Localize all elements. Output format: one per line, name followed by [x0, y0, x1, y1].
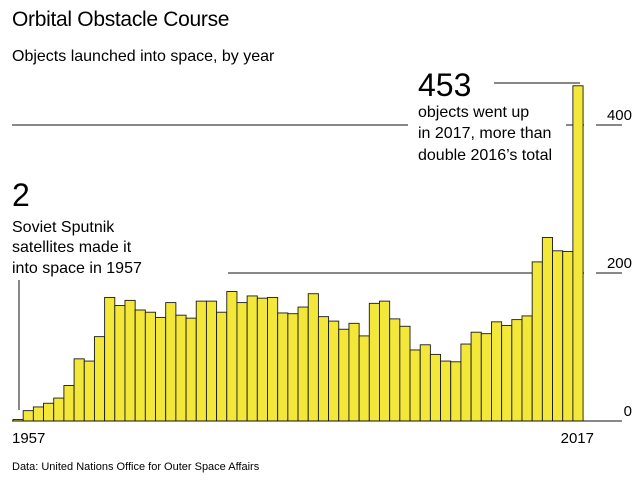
bar-2010 — [501, 325, 513, 422]
bar-1969 — [83, 360, 95, 422]
annotation-2017-line-2: in 2017, more than — [418, 125, 551, 142]
y-tick-label-200: 200 — [607, 255, 632, 272]
bar-1968 — [73, 358, 85, 422]
annotation-1957-line-2: satellites made it — [12, 239, 132, 256]
bar-1998 — [379, 300, 391, 422]
bar-2008 — [480, 333, 492, 422]
bar-1971 — [104, 296, 116, 422]
annotation-2017-line-3: double 2016’s total — [418, 147, 552, 164]
y-tick-label-400: 400 — [607, 107, 632, 124]
bar-1985 — [246, 295, 258, 422]
annotation-2017-line-1: objects went up — [418, 104, 529, 121]
bar-1988 — [277, 312, 289, 422]
bar-1976 — [155, 316, 167, 422]
x-tick-label-start: 1957 — [12, 430, 45, 447]
bar-1963 — [22, 410, 34, 422]
bar-1994 — [338, 328, 350, 422]
bar-2004 — [440, 360, 452, 422]
bar-1966 — [53, 397, 65, 422]
y-tick-labels: 0 200 400 — [607, 107, 632, 420]
bar-2016 — [562, 251, 574, 422]
annotation-1957-value: 2 — [12, 177, 30, 213]
y-tick-label-0: 0 — [624, 403, 632, 420]
bar-2002 — [419, 344, 431, 422]
bar-1974 — [134, 309, 146, 422]
bar-1964 — [32, 406, 44, 422]
bar-1991 — [307, 293, 319, 422]
bar-1981 — [205, 300, 218, 422]
bar-2012 — [521, 315, 533, 422]
bar-1996 — [358, 335, 370, 422]
gridlines — [12, 124, 622, 274]
chart-subtitle: Objects launched into space, by year — [12, 48, 275, 65]
bar-1982 — [216, 311, 228, 422]
bar-2007 — [470, 331, 482, 422]
bar-1999 — [389, 318, 401, 422]
bar-1987 — [267, 296, 279, 422]
bar-1997 — [368, 302, 380, 422]
bar-1972 — [114, 305, 126, 422]
bar-2005 — [450, 361, 462, 422]
bar-1995 — [348, 322, 360, 422]
bar-1978 — [175, 314, 187, 422]
bar-1967 — [63, 385, 75, 422]
bar-1983 — [226, 291, 238, 422]
bar-2006 — [460, 343, 472, 422]
bar-1979 — [185, 317, 197, 422]
bar-2003 — [429, 353, 442, 422]
bar-1980 — [195, 300, 207, 422]
bar-1984 — [236, 302, 248, 422]
bar-2014 — [541, 237, 553, 422]
bar-1993 — [328, 320, 340, 422]
bar-1992 — [317, 316, 330, 422]
bar-2011 — [511, 319, 523, 422]
annotation-1957-line-1: Soviet Sputnik — [12, 219, 115, 236]
bar-2001 — [409, 349, 421, 422]
bar-1977 — [165, 302, 177, 422]
chart-title: Orbital Obstacle Course — [12, 8, 229, 31]
bar-1965 — [43, 402, 55, 422]
bar-1973 — [124, 299, 136, 422]
bar-1970 — [93, 336, 106, 422]
bar-2013 — [531, 261, 543, 422]
bars-group — [12, 85, 584, 422]
bar-2009 — [491, 321, 503, 422]
x-tick-label-end: 2017 — [561, 430, 594, 447]
source-note: Data: United Nations Office for Outer Sp… — [12, 461, 260, 473]
bar-2015 — [552, 250, 564, 422]
annotation-2017-value: 453 — [418, 67, 471, 103]
bar-1990 — [297, 306, 309, 422]
bar-2017 — [572, 85, 584, 422]
annotation-1957-line-3: into space in 1957 — [12, 260, 142, 277]
bar-2000 — [399, 325, 411, 422]
bar-1975 — [144, 311, 156, 422]
bar-1986 — [256, 297, 268, 422]
bar-1989 — [287, 313, 299, 422]
